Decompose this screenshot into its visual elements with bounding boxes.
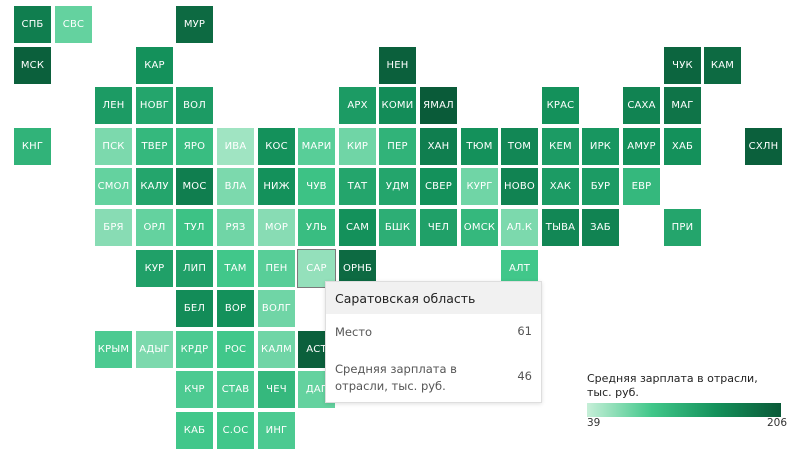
region-tile[interactable]: КРАС [542, 87, 579, 124]
region-tile[interactable]: САМ [339, 209, 376, 246]
region-tile[interactable]: С.ОС [217, 412, 254, 449]
region-tile[interactable]: ИНГ [258, 412, 295, 449]
region-tile[interactable]: ТОМ [501, 128, 538, 165]
region-tile[interactable]: СВС [55, 6, 92, 43]
region-tile[interactable]: ТАТ [339, 168, 376, 205]
region-tile[interactable]: ЛЕН [95, 87, 132, 124]
region-tile[interactable]: НОВО [501, 168, 538, 205]
region-tile[interactable]: ТВЕР [136, 128, 173, 165]
region-tile[interactable]: ОРЛ [136, 209, 173, 246]
region-tile[interactable]: ПЕН [258, 250, 295, 287]
region-tile[interactable]: КАЛУ [136, 168, 173, 205]
region-tile[interactable]: ЧЕЛ [420, 209, 457, 246]
region-tile[interactable]: КАМ [704, 47, 741, 84]
region-tile[interactable]: АЛ.К [501, 209, 538, 246]
tooltip-rank-label: Место [335, 325, 373, 339]
region-tile[interactable]: ХАБ [664, 128, 701, 165]
region-tile[interactable]: КНГ [14, 128, 51, 165]
region-tile[interactable]: БРЯ [95, 209, 132, 246]
color-legend: Средняя зарплата в отрасли, тыс. руб. 39… [587, 372, 787, 429]
region-tile[interactable]: ЧУК [664, 47, 701, 84]
region-tile[interactable]: БУР [582, 168, 619, 205]
region-tile[interactable]: ПЕР [379, 128, 416, 165]
region-tile[interactable]: КАЛМ [258, 331, 295, 368]
region-tile[interactable]: СМОЛ [95, 168, 132, 205]
region-tile[interactable]: ПСК [95, 128, 132, 165]
region-tile[interactable]: СВЕР [420, 168, 457, 205]
region-tile[interactable]: ТЫВА [542, 209, 579, 246]
region-tile[interactable]: КРЫМ [95, 331, 132, 368]
region-tile[interactable]: КЕМ [542, 128, 579, 165]
region-tile[interactable]: РЯЗ [217, 209, 254, 246]
region-tile[interactable]: БЕЛ [176, 290, 213, 327]
legend-max-label: 206 [766, 417, 787, 429]
region-tile[interactable]: МУР [176, 6, 213, 43]
region-tile[interactable]: АЛТ [501, 250, 538, 287]
region-tile[interactable]: НЕН [379, 47, 416, 84]
region-tile[interactable]: ОРНБ [339, 250, 376, 287]
region-tile[interactable]: СХЛН [745, 128, 782, 165]
region-tile[interactable]: ЗАБ [582, 209, 619, 246]
region-tile[interactable]: АМУР [623, 128, 660, 165]
region-tile[interactable]: ХАН [420, 128, 457, 165]
region-tile[interactable]: ЧУВ [298, 168, 335, 205]
region-tile[interactable]: САР [297, 249, 336, 288]
legend-gradient-bar [587, 403, 781, 417]
region-tile[interactable]: БШК [379, 209, 416, 246]
tooltip-rank-row: Место 61 [335, 324, 532, 341]
region-tile[interactable]: ЯМАЛ [420, 87, 457, 124]
region-tile[interactable]: КУРГ [461, 168, 498, 205]
region-tile[interactable]: МСК [14, 47, 51, 84]
region-tile[interactable]: УЛЬ [298, 209, 335, 246]
region-tile[interactable]: НОВГ [136, 87, 173, 124]
region-tile[interactable]: ТУЛ [176, 209, 213, 246]
region-tile[interactable]: КАР [136, 47, 173, 84]
tooltip-salary-value: 46 [517, 369, 532, 383]
region-tile[interactable]: ЯРО [176, 128, 213, 165]
region-tile[interactable]: АДЫГ [136, 331, 173, 368]
tooltip-salary-label: Средняя зарплата в отрасли, тыс. руб. [335, 362, 457, 393]
region-tile[interactable]: КОС [258, 128, 295, 165]
region-tile[interactable]: УДМ [379, 168, 416, 205]
region-tile[interactable]: ИВА [217, 128, 254, 165]
legend-min-label: 39 [587, 417, 601, 429]
region-tile[interactable]: НИЖ [258, 168, 295, 205]
region-tile[interactable]: ВЛА [217, 168, 254, 205]
region-tile[interactable]: МАРИ [298, 128, 335, 165]
tooltip-salary-row: Средняя зарплата в отрасли, тыс. руб. 46 [335, 361, 532, 395]
tooltip-rank-value: 61 [517, 324, 532, 338]
region-tile[interactable]: ЛИП [176, 250, 213, 287]
region-tile[interactable]: ТАМ [217, 250, 254, 287]
region-tile[interactable]: САХА [623, 87, 660, 124]
region-tile[interactable]: СТАВ [217, 371, 254, 408]
region-tile[interactable]: ХАК [542, 168, 579, 205]
region-tile[interactable]: ЕВР [623, 168, 660, 205]
region-tile[interactable]: МОС [176, 168, 213, 205]
region-tile[interactable]: ОМСК [461, 209, 498, 246]
region-tile[interactable]: КЧР [176, 371, 213, 408]
region-tile[interactable]: КУР [136, 250, 173, 287]
region-tile[interactable]: СПБ [14, 6, 51, 43]
region-tile[interactable]: АРХ [339, 87, 376, 124]
region-tile[interactable]: ЧЕЧ [258, 371, 295, 408]
legend-title: Средняя зарплата в отрасли, тыс. руб. [587, 372, 758, 399]
region-tile[interactable]: КРДР [176, 331, 213, 368]
tooltip-title: Саратовская область [326, 282, 541, 314]
region-tile[interactable]: КАБ [176, 412, 213, 449]
region-tile[interactable]: ПРИ [664, 209, 701, 246]
region-tile[interactable]: ВОЛГ [258, 290, 295, 327]
region-tile[interactable]: КОМИ [379, 87, 416, 124]
region-tile[interactable]: ИРК [582, 128, 619, 165]
region-tile[interactable]: МОР [258, 209, 295, 246]
region-tile[interactable]: КИР [339, 128, 376, 165]
region-tooltip: Саратовская область Место 61 Средняя зар… [325, 281, 542, 403]
region-tile[interactable]: МАГ [664, 87, 701, 124]
region-tile[interactable]: ВОЛ [176, 87, 213, 124]
region-tile[interactable]: ТЮМ [461, 128, 498, 165]
region-tile[interactable]: РОС [217, 331, 254, 368]
region-tile[interactable]: ВОР [217, 290, 254, 327]
